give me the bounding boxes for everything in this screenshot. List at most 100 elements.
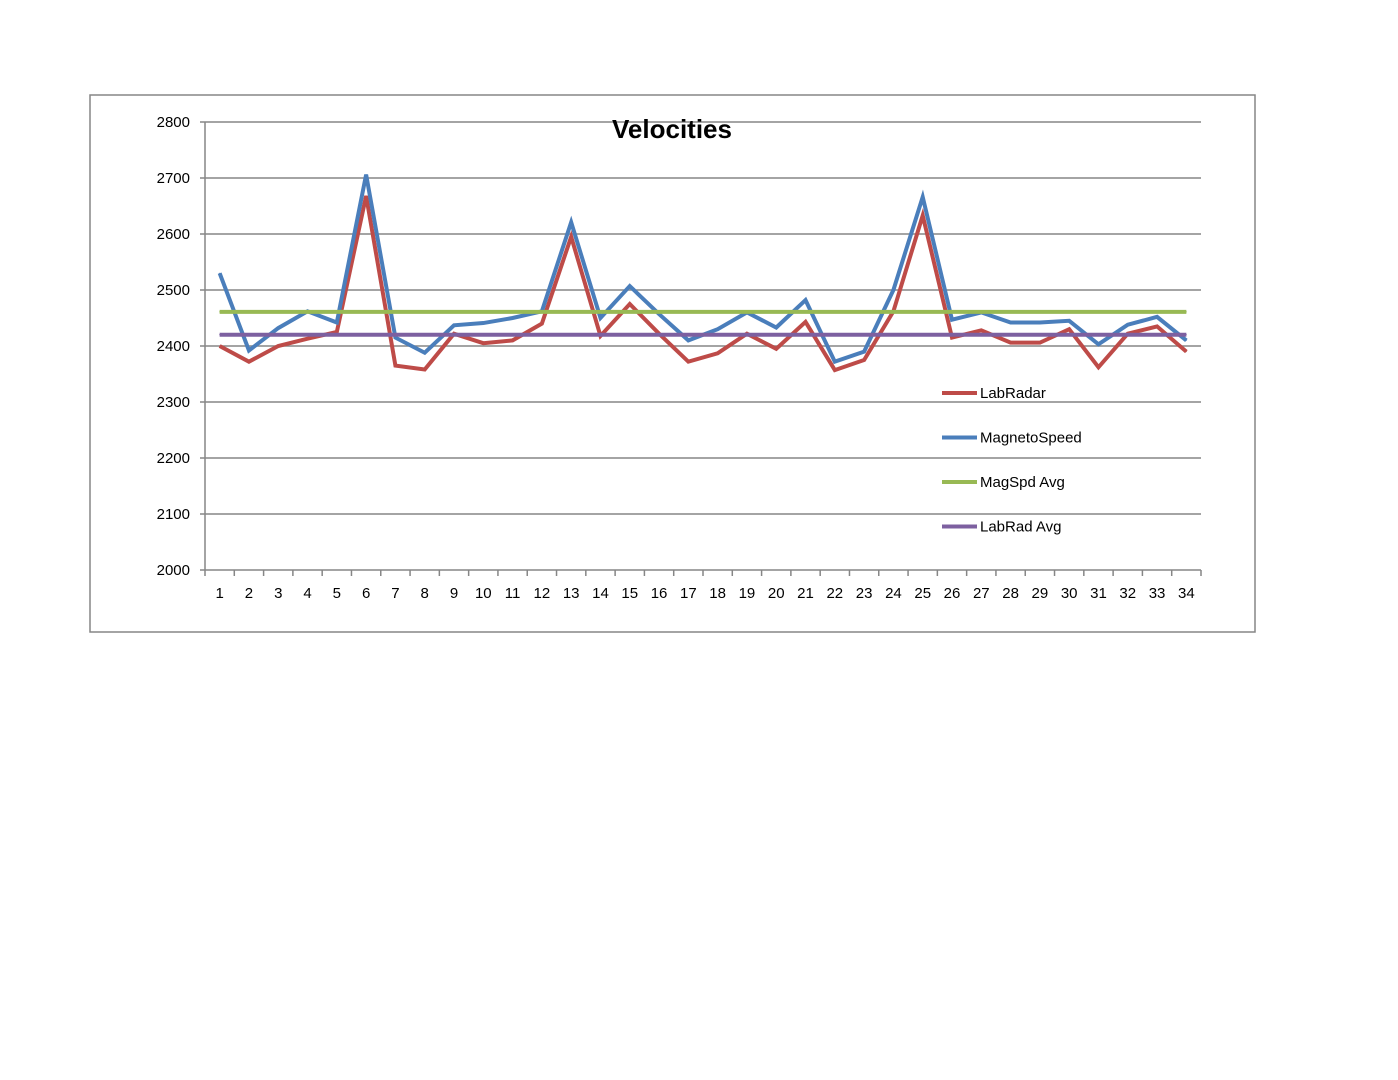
data-point-magspd-avg-11 xyxy=(512,311,514,313)
data-point-labradar-33 xyxy=(1156,325,1158,327)
x-tick-label-14: 14 xyxy=(592,585,609,602)
y-tick-label-2000: 2000 xyxy=(157,562,190,579)
legend-label-labrad-avg: LabRad Avg xyxy=(980,519,1061,536)
data-point-labrad-avg-28 xyxy=(1010,334,1012,336)
x-tick-label-2: 2 xyxy=(245,585,253,602)
y-tick-label-2300: 2300 xyxy=(157,394,190,411)
data-point-magspd-avg-19 xyxy=(746,311,748,313)
x-tick-label-32: 32 xyxy=(1119,585,1136,602)
x-tick-label-27: 27 xyxy=(973,585,990,602)
data-point-magspd-avg-7 xyxy=(394,311,396,313)
data-point-magnetospeed-29 xyxy=(1039,321,1041,323)
data-point-magspd-avg-5 xyxy=(336,311,338,313)
data-point-labrad-avg-12 xyxy=(541,334,543,336)
x-tick-label-7: 7 xyxy=(391,585,399,602)
data-point-labradar-27 xyxy=(980,329,982,331)
data-point-magspd-avg-12 xyxy=(541,311,543,313)
data-point-magspd-avg-3 xyxy=(277,311,279,313)
data-point-labradar-18 xyxy=(717,352,719,354)
data-point-magspd-avg-4 xyxy=(307,311,309,313)
data-point-labrad-avg-20 xyxy=(775,334,777,336)
x-tick-label-34: 34 xyxy=(1178,585,1195,602)
data-point-magspd-avg-9 xyxy=(453,311,455,313)
y-tick-label-2200: 2200 xyxy=(157,450,190,467)
data-point-labrad-avg-3 xyxy=(277,334,279,336)
data-point-magspd-avg-2 xyxy=(248,311,250,313)
x-tick-label-21: 21 xyxy=(797,585,814,602)
x-tick-label-23: 23 xyxy=(856,585,873,602)
data-point-labrad-avg-23 xyxy=(863,334,865,336)
data-point-magspd-avg-13 xyxy=(570,311,572,313)
data-point-magnetospeed-6 xyxy=(365,174,367,176)
x-tick-labels: 1 2 3 4 5 6 7 8 9 10 11 12 13 14 15 16 17 18 19 20 21 22 23 24 2… xyxy=(215,585,1194,602)
x-tick-label-18: 18 xyxy=(709,585,726,602)
x-tick-label-3: 3 xyxy=(274,585,282,602)
data-point-labrad-avg-32 xyxy=(1127,334,1129,336)
data-point-labradar-1 xyxy=(219,345,221,347)
data-point-labradar-15 xyxy=(629,303,631,305)
data-point-magspd-avg-14 xyxy=(599,311,601,313)
data-point-labradar-23 xyxy=(863,359,865,361)
data-point-labradar-7 xyxy=(394,365,396,367)
data-point-magnetospeed-24 xyxy=(892,289,894,291)
x-tick-label-10: 10 xyxy=(475,585,492,602)
data-point-magspd-avg-26 xyxy=(951,311,953,313)
data-point-magnetospeed-32 xyxy=(1127,324,1129,326)
legend-label-magnetospeed: MagnetoSpeed xyxy=(980,430,1082,447)
data-point-labrad-avg-13 xyxy=(570,334,572,336)
data-point-labrad-avg-22 xyxy=(834,334,836,336)
x-tick-label-26: 26 xyxy=(944,585,961,602)
data-point-labrad-avg-6 xyxy=(365,334,367,336)
data-point-magnetospeed-15 xyxy=(629,285,631,287)
data-point-labrad-avg-11 xyxy=(512,334,514,336)
data-point-magspd-avg-31 xyxy=(1097,311,1099,313)
y-tick-label-2800: 2800 xyxy=(157,114,190,131)
chart-title: Velocities xyxy=(612,114,732,144)
y-tick-labels: 2000 2100 2200 2300 2400 2500 2600 2700 2800 xyxy=(157,114,190,579)
data-point-magnetospeed-14 xyxy=(599,317,601,319)
data-point-magspd-avg-25 xyxy=(922,311,924,313)
data-point-labrad-avg-9 xyxy=(453,334,455,336)
data-point-labradar-10 xyxy=(482,342,484,344)
y-tick-label-2600: 2600 xyxy=(157,226,190,243)
data-point-labrad-avg-24 xyxy=(892,334,894,336)
series-line-labradar xyxy=(218,195,1188,373)
data-point-magspd-avg-27 xyxy=(980,311,982,313)
data-point-magnetospeed-20 xyxy=(775,327,777,329)
data-point-labradar-17 xyxy=(687,361,689,363)
x-tick-label-29: 29 xyxy=(1032,585,1049,602)
x-tick-label-20: 20 xyxy=(768,585,785,602)
data-point-magspd-avg-8 xyxy=(424,311,426,313)
x-tick-label-13: 13 xyxy=(563,585,580,602)
data-point-magspd-avg-24 xyxy=(892,311,894,313)
data-point-magnetospeed-17 xyxy=(687,339,689,341)
data-point-magspd-avg-16 xyxy=(658,311,660,313)
data-point-labradar-28 xyxy=(1010,342,1012,344)
y-tick-label-2400: 2400 xyxy=(157,338,190,355)
x-tick-label-25: 25 xyxy=(914,585,931,602)
x-tick-label-30: 30 xyxy=(1061,585,1078,602)
data-point-labrad-avg-7 xyxy=(394,334,396,336)
data-point-labrad-avg-14 xyxy=(599,334,601,336)
data-point-magnetospeed-33 xyxy=(1156,316,1158,318)
data-point-labradar-34 xyxy=(1185,351,1187,353)
data-point-labradar-26 xyxy=(951,337,953,339)
data-point-magspd-avg-28 xyxy=(1010,311,1012,313)
data-point-magnetospeed-30 xyxy=(1068,320,1070,322)
data-point-labradar-13 xyxy=(570,236,572,238)
data-point-magspd-avg-21 xyxy=(805,311,807,313)
x-tick-label-17: 17 xyxy=(680,585,697,602)
data-point-labrad-avg-17 xyxy=(687,334,689,336)
y-tick-label-2700: 2700 xyxy=(157,170,190,187)
data-point-magnetospeed-26 xyxy=(951,319,953,321)
x-tick-label-22: 22 xyxy=(826,585,843,602)
x-tick-label-1: 1 xyxy=(215,585,223,602)
series-points-labrad-avg xyxy=(219,334,1187,336)
data-point-labrad-avg-29 xyxy=(1039,334,1041,336)
data-point-labrad-avg-1 xyxy=(219,334,221,336)
legend-label-labradar: LabRadar xyxy=(980,385,1046,402)
x-tick-label-6: 6 xyxy=(362,585,370,602)
x-tick-label-19: 19 xyxy=(739,585,756,602)
data-point-labradar-20 xyxy=(775,348,777,350)
